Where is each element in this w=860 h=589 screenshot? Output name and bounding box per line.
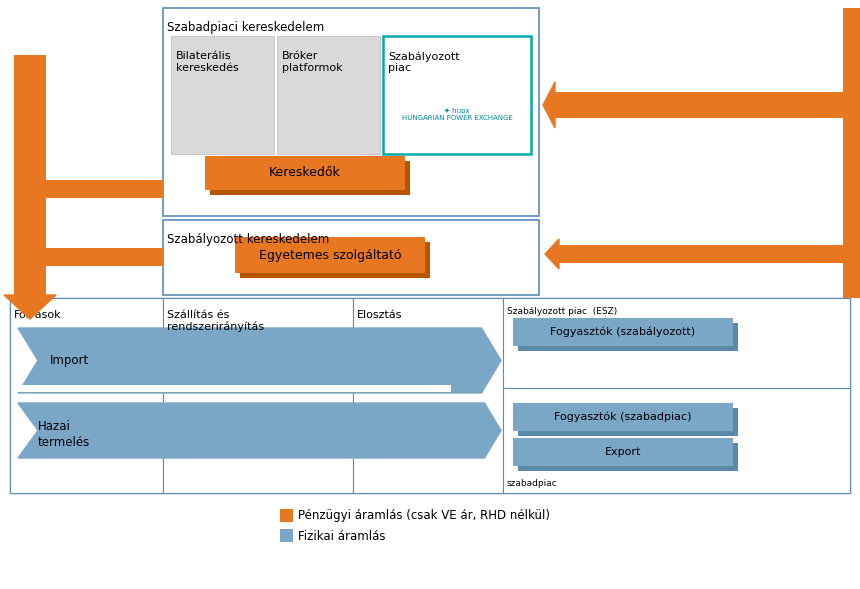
Polygon shape [545, 239, 559, 269]
Text: Szabályozott kereskedelem: Szabályozott kereskedelem [167, 233, 329, 246]
Text: Fogyasztók (szabályozott): Fogyasztók (szabályozott) [550, 327, 696, 337]
Bar [513, 438, 733, 466]
Bar [280, 529, 293, 542]
Text: Fogyasztók (szabadpiac): Fogyasztók (szabadpiac) [554, 412, 691, 422]
Bar [503, 298, 850, 388]
Bar [46, 248, 163, 266]
Bar [14, 55, 46, 230]
Text: ✦ hupx
HUNGARIAN POWER EXCHANGE: ✦ hupx HUNGARIAN POWER EXCHANGE [402, 107, 513, 121]
Bar [205, 156, 405, 190]
Text: Hazai
termelés: Hazai termelés [38, 421, 90, 448]
Bar [235, 237, 425, 273]
Bar [163, 220, 539, 295]
Text: Import: Import [50, 354, 89, 367]
Bar [559, 245, 843, 263]
Bar [280, 509, 293, 522]
Bar [14, 230, 46, 295]
Bar [513, 318, 733, 346]
Polygon shape [543, 82, 555, 128]
Bar [518, 408, 738, 436]
Bar [171, 36, 274, 154]
Text: Elosztás: Elosztás [357, 310, 402, 320]
Bar [277, 36, 380, 154]
Text: Egyetemes szolgáltató: Egyetemes szolgáltató [259, 249, 402, 262]
Bar [503, 388, 850, 493]
Text: Fizikai áramlás: Fizikai áramlás [298, 530, 385, 542]
Bar [163, 298, 353, 493]
Bar [383, 36, 531, 154]
Text: Szabályozott piac  (ESZ): Szabályozott piac (ESZ) [507, 307, 617, 316]
Polygon shape [18, 328, 501, 393]
Text: szabadpiac: szabadpiac [507, 479, 558, 488]
Text: Szállítás és
rendszerirányítás: Szállítás és rendszerirányítás [167, 310, 264, 332]
Bar [10, 298, 850, 493]
Text: Kereskedők: Kereskedők [269, 167, 341, 180]
Bar [555, 92, 843, 118]
Text: Források: Források [14, 310, 62, 320]
Polygon shape [18, 403, 501, 458]
Bar [46, 180, 163, 198]
Text: Bilaterális
kereskedés: Bilaterális kereskedés [176, 51, 239, 72]
Bar [518, 443, 738, 471]
Text: Bróker
platformok: Bróker platformok [282, 51, 342, 72]
Bar [163, 8, 539, 216]
Text: Pénzügyi áramlás (csak VE ár, RHD nélkül): Pénzügyi áramlás (csak VE ár, RHD nélkül… [298, 509, 550, 522]
Polygon shape [4, 295, 56, 319]
Bar [18, 385, 451, 392]
Text: Szabályozott
piac: Szabályozott piac [388, 51, 459, 73]
Bar [513, 403, 733, 431]
Text: Szabadpiaci kereskedelem: Szabadpiaci kereskedelem [167, 21, 324, 34]
Bar [518, 323, 738, 351]
Text: Export: Export [605, 447, 642, 457]
Bar [10, 298, 163, 493]
Bar [353, 298, 503, 493]
Bar [843, 8, 860, 298]
Bar [210, 161, 410, 195]
Bar [240, 242, 430, 278]
